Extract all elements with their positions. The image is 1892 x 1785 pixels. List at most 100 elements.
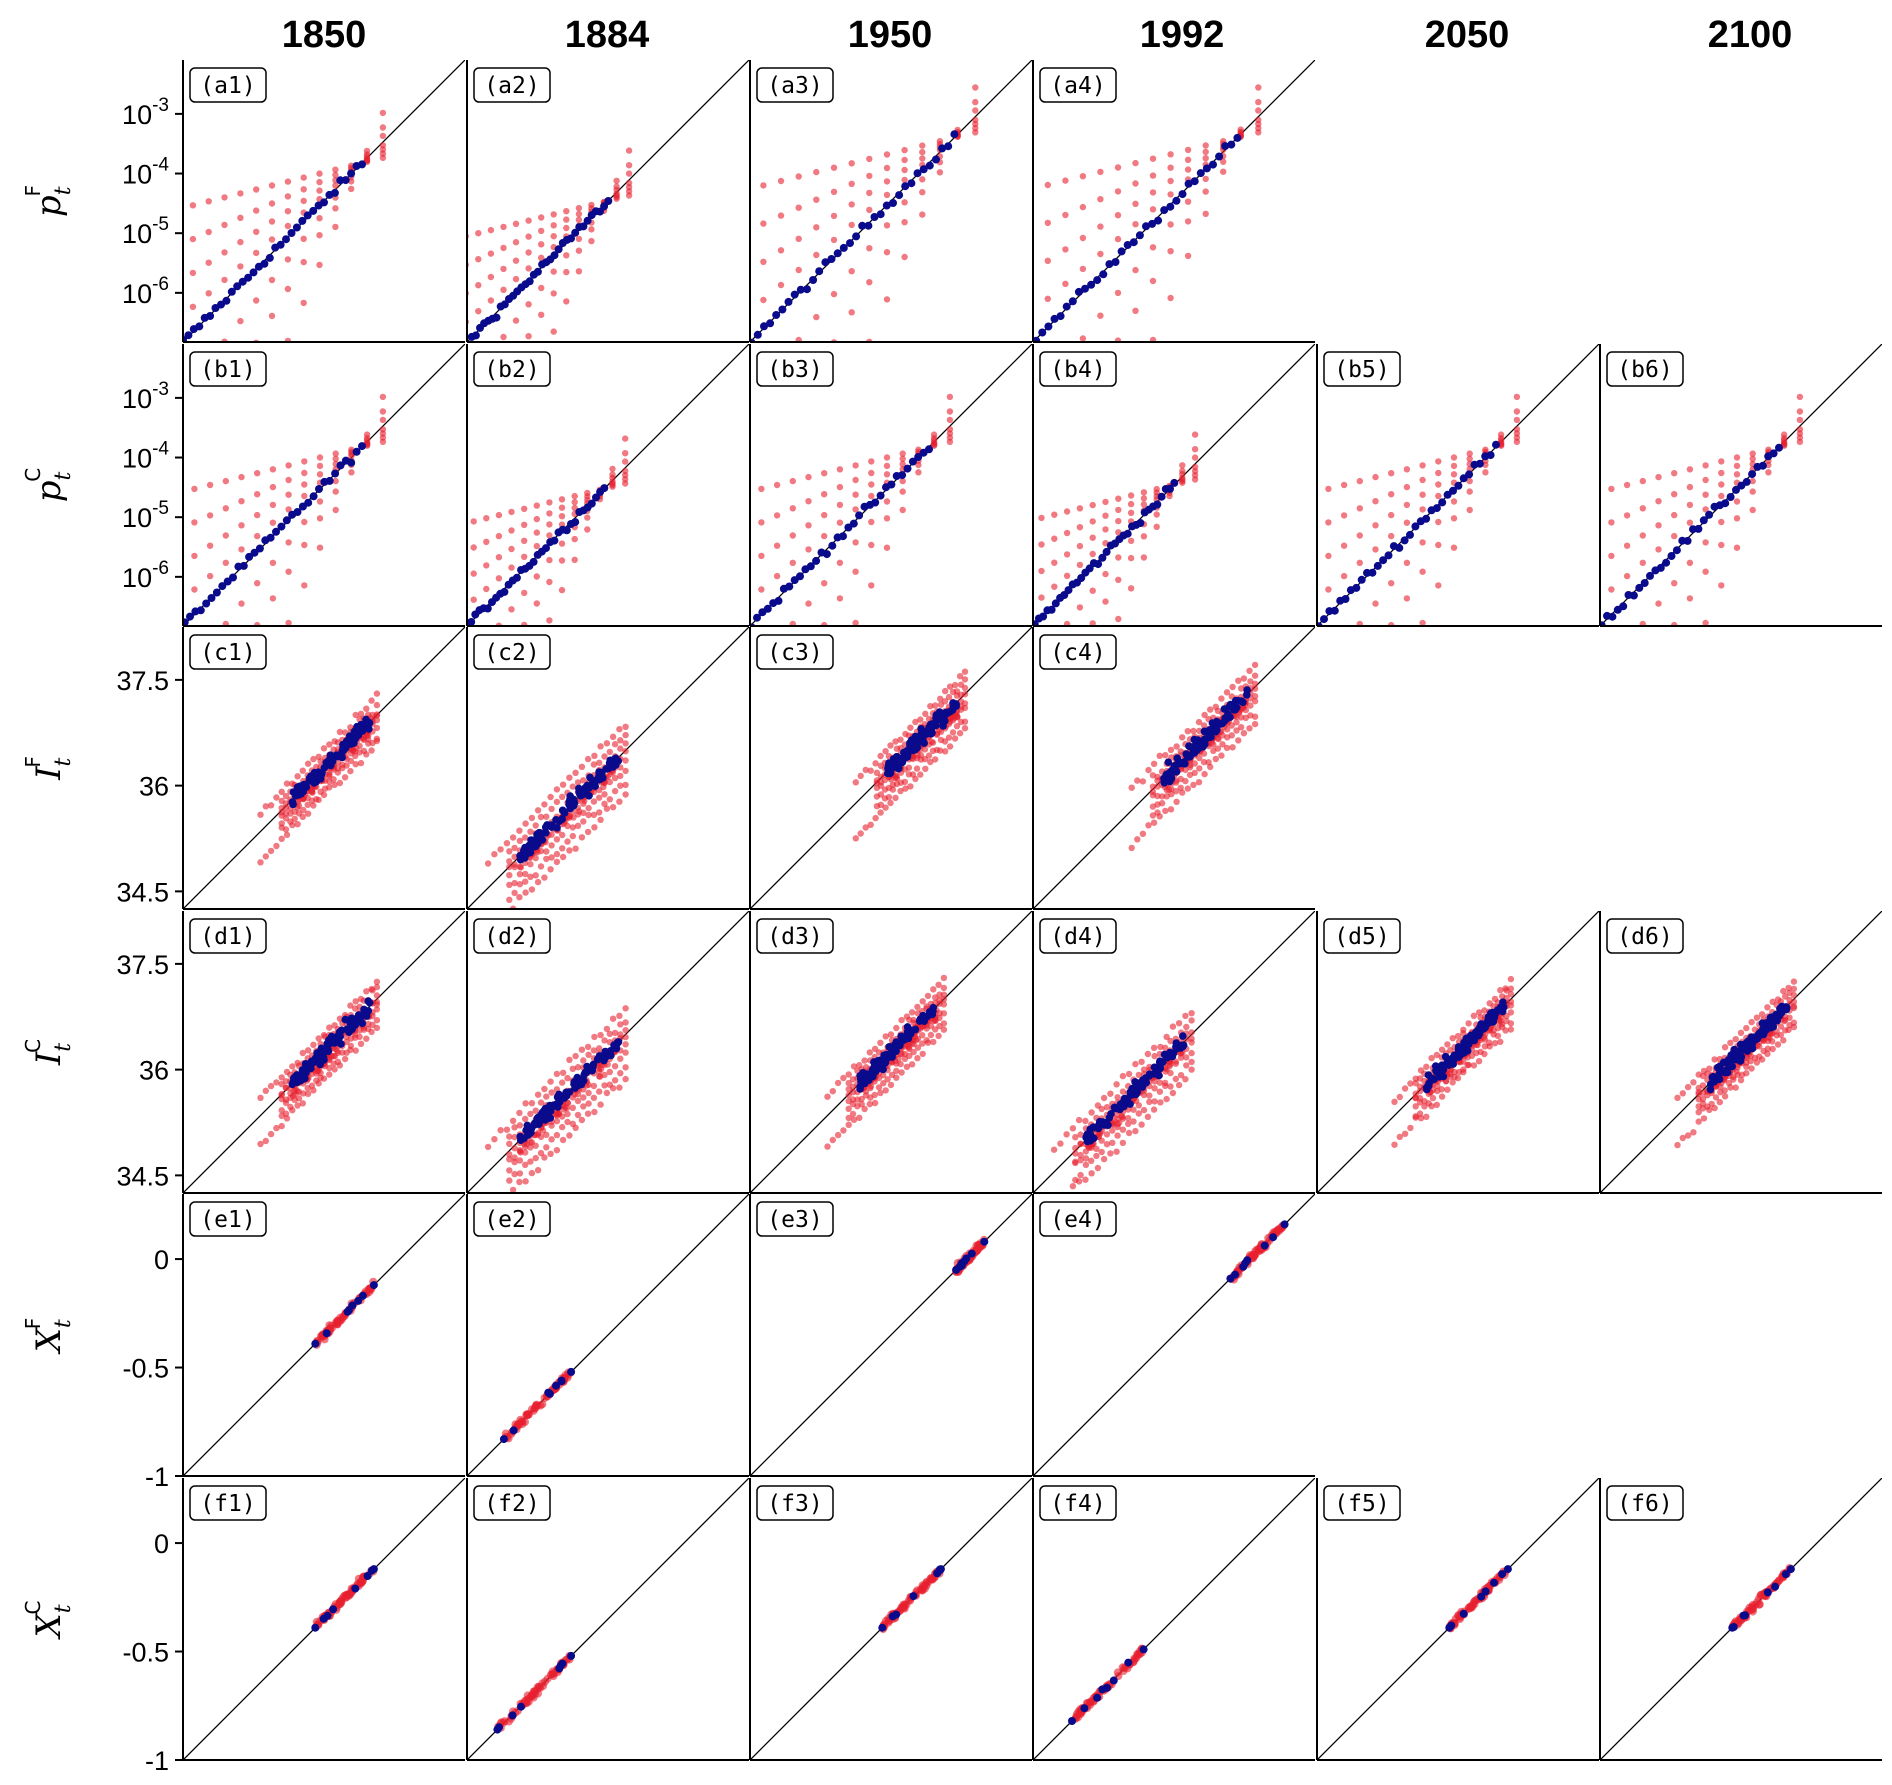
panel-tag-box	[1323, 918, 1401, 954]
red-point	[326, 771, 333, 778]
red-point	[550, 268, 557, 275]
red-point	[585, 1089, 592, 1097]
blue-point	[925, 161, 934, 170]
red-point	[190, 447, 196, 453]
red-point	[285, 476, 292, 484]
red-point	[516, 871, 524, 878]
panel-plot-area	[750, 911, 1032, 1193]
red-point	[830, 236, 838, 244]
red-point	[1044, 257, 1052, 264]
red-point	[1419, 462, 1426, 469]
red-point	[1235, 677, 1242, 684]
blue-point	[1368, 568, 1377, 577]
red-point	[497, 1127, 504, 1134]
blue-point	[1743, 1042, 1752, 1051]
red-point	[927, 758, 934, 766]
blue-point	[1039, 612, 1048, 621]
blue-point	[1153, 500, 1162, 509]
red-point	[1357, 771, 1363, 777]
red-point	[176, 884, 182, 890]
red-point	[1325, 586, 1332, 593]
red-point	[506, 872, 513, 879]
red-point	[572, 1052, 579, 1060]
blue-series	[1160, 686, 1251, 787]
red-point	[1655, 649, 1661, 655]
red-point	[1764, 1045, 1772, 1052]
blue-point	[1726, 493, 1735, 501]
red-point	[538, 311, 545, 318]
blue-point	[1445, 1056, 1453, 1065]
red-point	[304, 760, 312, 767]
red-point	[1671, 470, 1678, 477]
red-point	[591, 824, 598, 831]
red-point	[1127, 585, 1135, 592]
red-point	[285, 539, 292, 546]
blue-point	[524, 1130, 533, 1139]
red-point	[341, 774, 349, 781]
blue-point	[1123, 529, 1132, 538]
red-point	[379, 132, 387, 140]
red-point	[1075, 1178, 1083, 1185]
blue-point	[898, 1037, 906, 1045]
red-point	[368, 747, 375, 754]
red-point	[861, 1057, 868, 1064]
red-point	[600, 783, 607, 791]
red-point	[596, 794, 603, 801]
red-point	[617, 1055, 624, 1062]
blue-point	[1736, 1056, 1744, 1065]
red-point	[191, 485, 198, 493]
panel-b6: (b6)	[1599, 344, 1882, 708]
red-point	[1388, 621, 1395, 626]
red-point	[940, 996, 948, 1003]
red-point	[299, 813, 306, 820]
red-point	[538, 254, 545, 261]
red-point	[553, 1070, 561, 1078]
red-point	[257, 811, 264, 818]
blue-point	[849, 519, 858, 528]
red-point	[205, 290, 212, 297]
red-point	[262, 803, 269, 810]
panel-tag: (d6)	[1606, 918, 1684, 954]
red-point	[1733, 471, 1741, 478]
red-point	[899, 455, 906, 462]
blue-point	[352, 1018, 361, 1027]
red-point	[910, 1048, 917, 1056]
blue-point	[1166, 484, 1174, 493]
blue-point	[1145, 1070, 1154, 1078]
blue-point	[1074, 287, 1083, 296]
red-point	[527, 1110, 534, 1118]
red-point	[483, 538, 490, 545]
red-point	[1191, 454, 1199, 461]
red-point	[1674, 1141, 1681, 1149]
blue-point	[1166, 202, 1175, 211]
red-point	[613, 183, 620, 190]
red-point	[1038, 514, 1045, 522]
red-point	[534, 807, 542, 814]
red-point	[559, 853, 567, 861]
red-point	[1780, 431, 1788, 438]
red-point	[267, 1130, 275, 1138]
red-point	[1639, 505, 1647, 512]
red-point	[887, 799, 894, 807]
red-point	[316, 261, 323, 269]
blue-point	[1779, 1004, 1787, 1013]
blue-point	[1148, 219, 1157, 228]
red-point	[1450, 454, 1458, 461]
red-point	[1396, 1133, 1404, 1141]
blue-point	[555, 817, 564, 825]
blue-point	[1457, 1047, 1466, 1056]
red-point	[559, 845, 566, 852]
panel-plot-area	[467, 1194, 749, 1476]
blue-point	[1384, 551, 1393, 560]
blue-point	[1498, 1007, 1507, 1016]
red-point	[1372, 522, 1379, 529]
blue-point	[879, 1065, 887, 1074]
panel-tag-box	[756, 634, 834, 670]
blue-point	[341, 176, 350, 185]
red-point	[301, 469, 308, 477]
red-point	[1497, 987, 1504, 994]
blue-point	[784, 297, 793, 306]
red-point	[1624, 702, 1630, 708]
red-point	[617, 737, 624, 744]
red-point	[597, 1031, 604, 1039]
